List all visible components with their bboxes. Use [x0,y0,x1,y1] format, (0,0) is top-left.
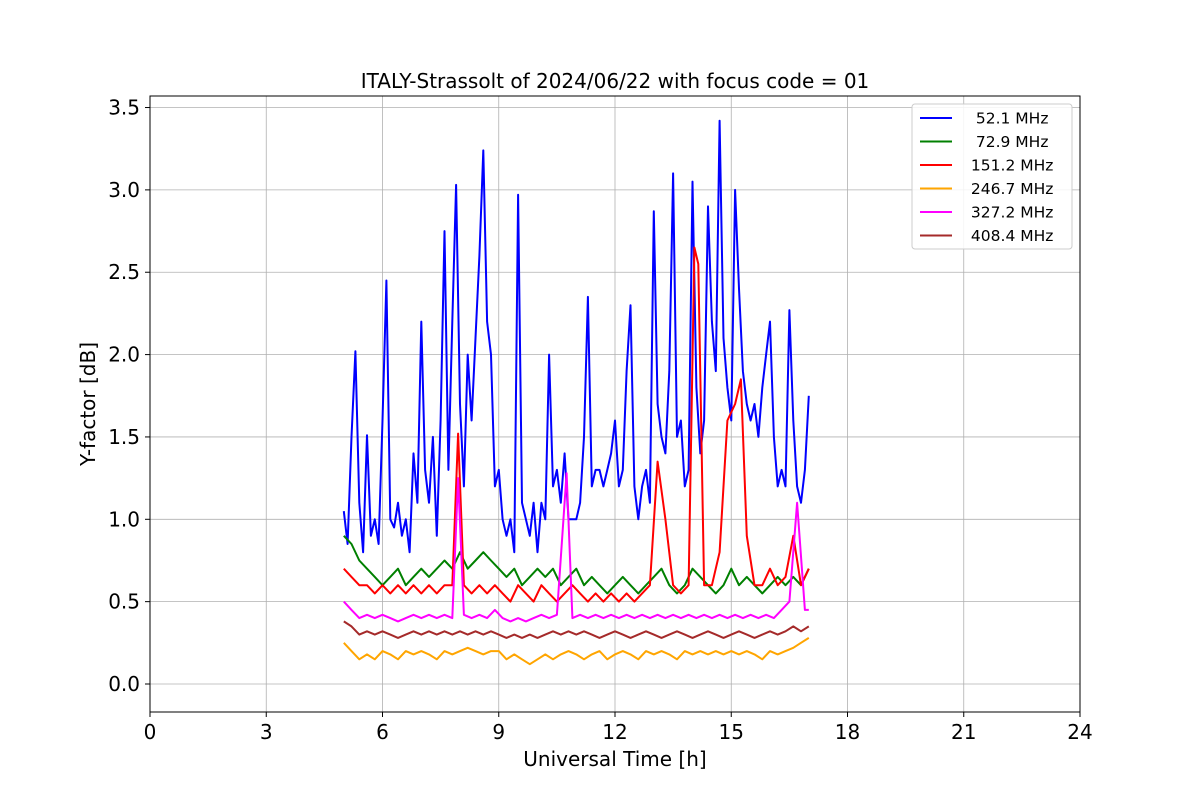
x-axis-ticks: 0 3 6 9 12 15 18 21 24 [144,712,1093,744]
y-tick-label: 3.5 [108,96,140,120]
legend: 52.1 MHz 72.9 MHz 151.2 MHz 246.7 MHz 32… [911,103,1073,250]
y-tick-label: 1.0 [108,507,140,531]
y-tick-label: 3.0 [108,178,140,202]
series-layer [342,119,810,666]
legend-label: 327.2 MHz [966,204,1053,222]
x-tick-label: 24 [1067,720,1092,744]
legend-label: 151.2 MHz [966,157,1053,175]
x-tick-label: 0 [144,720,157,744]
y-axis-ticks: 0.0 0.5 1.0 1.5 2.0 2.5 3.0 3.5 [108,96,150,696]
y-tick-label: 0.0 [108,672,140,696]
x-tick-label: 18 [835,720,860,744]
series-line-151-2-mhz [343,246,810,603]
series-line-72-9-mhz [343,535,810,595]
y-tick-label: 2.0 [108,343,140,367]
y-axis-label: Y-factor [dB] [76,342,100,467]
legend-label: 246.7 MHz [966,180,1053,198]
chart-title: ITALY-Strassolt of 2024/06/22 with focus… [361,69,870,93]
x-tick-label: 9 [492,720,505,744]
x-tick-label: 21 [951,720,976,744]
x-tick-label: 15 [719,720,744,744]
x-tick-label: 3 [260,720,273,744]
x-tick-label: 12 [602,720,627,744]
legend-label: 72.9 MHz [966,133,1048,151]
x-tick-label: 6 [376,720,389,744]
series-line-52-1-mhz [342,119,810,554]
y-tick-label: 2.5 [108,260,140,284]
y-tick-label: 0.5 [108,590,140,614]
series-line-408-4-mhz [343,620,810,639]
series-line-327-2-mhz [343,472,809,623]
legend-label: 408.4 MHz [966,227,1053,245]
y-tick-label: 1.5 [108,425,140,449]
x-axis-label: Universal Time [h] [523,747,706,771]
series-line-246-7-mhz [343,637,810,666]
legend-label: 52.1 MHz [966,110,1048,128]
